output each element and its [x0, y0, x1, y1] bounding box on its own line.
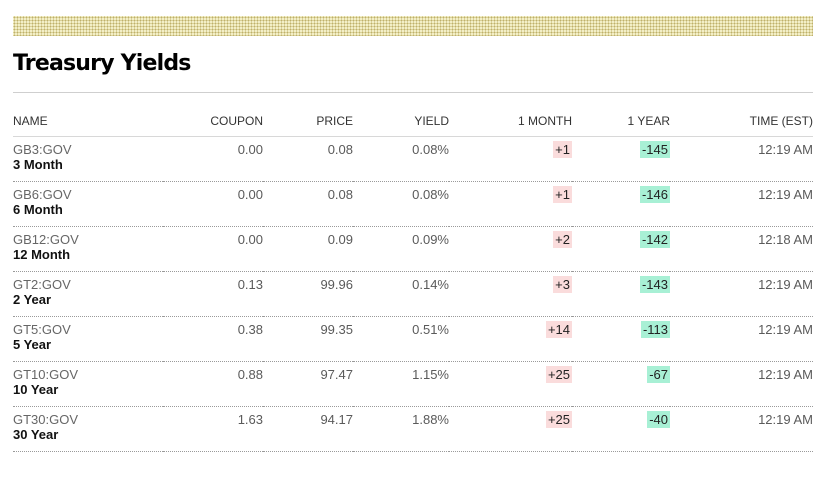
1-month-change-badge: +25 [545, 366, 572, 383]
price-value: 0.09 [327, 232, 353, 247]
yield-value: 1.15% [412, 367, 449, 382]
security-term: 2 Year [13, 292, 52, 307]
1-year-change-badge: -143 [639, 276, 670, 293]
yield-value: 0.08% [412, 142, 449, 157]
security-ticker-link[interactable]: GB12:GOV [13, 232, 79, 247]
yield-value: 0.09% [412, 232, 449, 247]
treasury-yields-table: NAME COUPON PRICE YIELD 1 MONTH 1 YEAR T… [13, 106, 813, 452]
yield-value: 1.88% [412, 412, 449, 427]
coupon-value: 1.63 [237, 412, 263, 427]
security-ticker-link[interactable]: GT2:GOV [13, 277, 71, 292]
time-value: 12:19 AM [758, 367, 813, 382]
table-header-row: NAME COUPON PRICE YIELD 1 MONTH 1 YEAR T… [13, 106, 813, 137]
time-value: 12:19 AM [758, 277, 813, 292]
price-value: 0.08 [327, 142, 353, 157]
time-value: 12:19 AM [758, 322, 813, 337]
coupon-value: 0.88 [237, 367, 263, 382]
security-term: 3 Month [13, 157, 63, 172]
column-header-time[interactable]: TIME (EST) [670, 106, 813, 137]
1-month-change-badge: +1 [553, 186, 572, 203]
coupon-value: 0.38 [237, 322, 263, 337]
security-term: 12 Month [13, 247, 71, 262]
table-row: GT5:GOV 5 Year 0.38 99.35 0.51% +14 -113… [13, 316, 813, 362]
column-header-1-year[interactable]: 1 YEAR [572, 106, 670, 137]
time-value: 12:19 AM [758, 187, 813, 202]
table-row: GB12:GOV 12 Month 0.00 0.09 0.09% +2 -14… [13, 226, 813, 272]
yield-value: 0.51% [412, 322, 449, 337]
security-term: 6 Month [13, 202, 63, 217]
table-row: GT2:GOV 2 Year 0.13 99.96 0.14% +3 -143 … [13, 271, 813, 317]
column-header-price[interactable]: PRICE [263, 106, 353, 137]
security-ticker-link[interactable]: GB6:GOV [13, 187, 72, 202]
1-year-change-badge: -113 [640, 321, 670, 338]
security-term: 10 Year [13, 382, 59, 397]
table-row: GB6:GOV 6 Month 0.00 0.08 0.08% +1 -146 … [13, 181, 813, 227]
security-ticker-link[interactable]: GB3:GOV [13, 142, 72, 157]
security-ticker-link[interactable]: GT30:GOV [13, 412, 79, 427]
time-value: 12:19 AM [758, 142, 813, 157]
coupon-value: 0.00 [237, 187, 263, 202]
column-header-coupon[interactable]: COUPON [163, 106, 263, 137]
1-year-change-badge: -145 [639, 141, 670, 158]
yield-value: 0.08% [412, 187, 449, 202]
1-month-change-badge: +14 [545, 321, 572, 338]
security-ticker-link[interactable]: GT5:GOV [13, 322, 71, 337]
column-header-1-month[interactable]: 1 MONTH [449, 106, 572, 137]
price-value: 94.17 [320, 412, 353, 427]
time-value: 12:18 AM [758, 232, 813, 247]
security-term: 30 Year [13, 427, 59, 442]
1-year-change-badge: -146 [639, 186, 670, 203]
1-month-change-badge: +2 [553, 231, 572, 248]
security-ticker-link[interactable]: GT10:GOV [13, 367, 79, 382]
coupon-value: 0.00 [237, 232, 263, 247]
1-year-change-badge: -142 [639, 231, 670, 248]
table-row: GT10:GOV 10 Year 0.88 97.47 1.15% +25 -6… [13, 361, 813, 407]
coupon-value: 0.00 [237, 142, 263, 157]
1-month-change-badge: +25 [545, 411, 572, 428]
price-value: 97.47 [320, 367, 353, 382]
title-divider [13, 92, 813, 93]
price-value: 99.35 [320, 322, 353, 337]
column-header-name[interactable]: NAME [13, 106, 163, 137]
1-year-change-badge: -67 [647, 366, 670, 383]
price-value: 0.08 [327, 187, 353, 202]
time-value: 12:19 AM [758, 412, 813, 427]
table-row: GT30:GOV 30 Year 1.63 94.17 1.88% +25 -4… [13, 406, 813, 452]
1-month-change-badge: +3 [553, 276, 572, 293]
security-term: 5 Year [13, 337, 52, 352]
1-year-change-badge: -40 [647, 411, 670, 428]
coupon-value: 0.13 [237, 277, 263, 292]
column-header-yield[interactable]: YIELD [353, 106, 449, 137]
yield-value: 0.14% [412, 277, 449, 292]
table-row: GB3:GOV 3 Month 0.00 0.08 0.08% +1 -145 … [13, 136, 813, 182]
decorative-header-band [13, 16, 813, 36]
page-title: Treasury Yields [13, 51, 191, 76]
price-value: 99.96 [320, 277, 353, 292]
1-month-change-badge: +1 [553, 141, 572, 158]
